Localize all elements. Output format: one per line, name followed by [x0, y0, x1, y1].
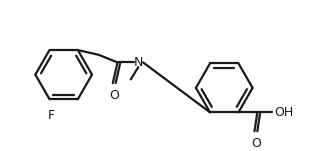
- Text: O: O: [110, 89, 120, 102]
- Text: O: O: [251, 137, 261, 150]
- Text: N: N: [134, 56, 143, 69]
- Text: F: F: [48, 109, 55, 122]
- Text: OH: OH: [274, 106, 294, 119]
